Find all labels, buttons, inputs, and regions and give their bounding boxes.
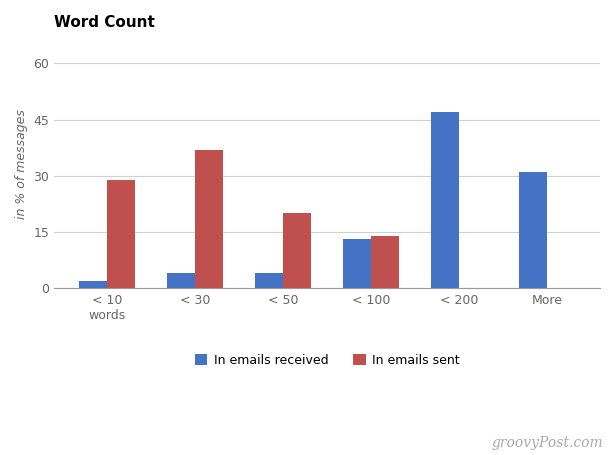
Y-axis label: in % of messages: in % of messages xyxy=(15,110,28,219)
Bar xyxy=(195,150,223,288)
Text: Word Count: Word Count xyxy=(54,15,155,30)
Legend: In emails received, In emails sent: In emails received, In emails sent xyxy=(190,349,464,372)
Bar xyxy=(167,273,195,288)
Bar xyxy=(519,172,547,288)
Bar xyxy=(431,112,459,288)
Bar xyxy=(255,273,283,288)
Bar xyxy=(343,239,371,288)
Bar xyxy=(79,281,107,288)
Bar xyxy=(371,236,399,288)
Text: groovyPost.com: groovyPost.com xyxy=(491,436,603,450)
Bar xyxy=(283,213,311,288)
Bar xyxy=(107,180,135,288)
